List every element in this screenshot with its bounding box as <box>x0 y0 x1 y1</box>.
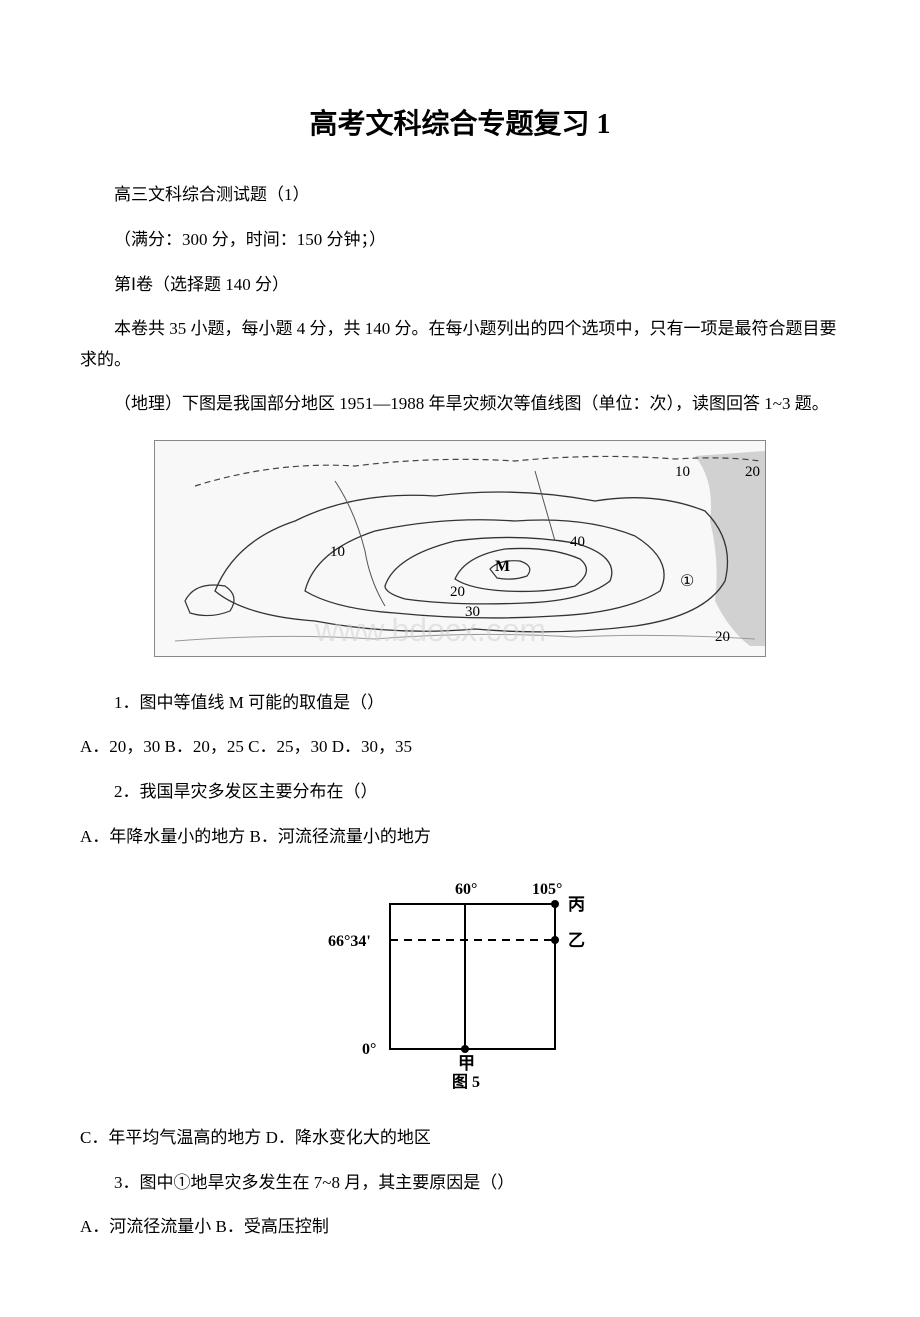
question-2: 2．我国旱灾多发区主要分布在（） <box>80 777 840 808</box>
contour-label-20b: 20 <box>450 584 465 600</box>
coordinate-diagram: 60° 105° 66°34' 0° 丙 乙 甲 图 5 <box>320 872 600 1092</box>
contour-label-10: 10 <box>675 464 690 480</box>
label-lon-60: 60° <box>455 881 477 898</box>
contour-label-m: M <box>495 558 510 575</box>
label-bing: 丙 <box>568 895 585 914</box>
page-title: 高考文科综合专题复习 1 <box>80 100 840 150</box>
paragraph-instructions: 本卷共 35 小题，每小题 4 分，共 140 分。在每小题列出的四个选项中，只… <box>80 314 840 375</box>
map-figure: 10 20 10 20 30 40 M ① 20 www.bdocx.com <box>80 440 840 668</box>
label-lat-66: 66°34' <box>328 933 371 950</box>
contour-label-20c: 20 <box>715 629 730 645</box>
contour-label-20: 20 <box>745 464 760 480</box>
label-lat-0: 0° <box>362 1041 376 1058</box>
question-1: 1．图中等值线 M 可能的取值是（） <box>80 688 840 719</box>
question-1-options: A．20，30 B．20，25 C．25，30 D．30，35 <box>80 732 840 763</box>
watermark-text: www.bdocx.com <box>314 612 546 648</box>
question-3: 3．图中①地旱灾多发生在 7~8 月，其主要原因是（） <box>80 1168 840 1199</box>
label-lon-105: 105° <box>532 881 562 898</box>
question-3-options-ab: A．河流径流量小 B．受高压控制 <box>80 1212 840 1243</box>
question-2-options-cd: C．年平均气温高的地方 D．降水变化大的地区 <box>80 1123 840 1154</box>
question-2-options-ab: A．年降水量小的地方 B．河流径流量小的地方 <box>80 822 840 853</box>
paragraph-subtitle: 高三文科综合测试题（1） <box>80 180 840 211</box>
contour-label-40: 40 <box>570 534 585 550</box>
contour-label-10b: 10 <box>330 544 345 560</box>
diagram-caption: 图 5 <box>452 1073 480 1091</box>
label-jia: 甲 <box>458 1054 475 1073</box>
diagram-figure: 60° 105° 66°34' 0° 丙 乙 甲 图 5 <box>80 872 840 1103</box>
paragraph-section: 第Ⅰ卷（选择题 140 分） <box>80 270 840 301</box>
contour-label-marker: ① <box>680 573 694 590</box>
contour-map: 10 20 10 20 30 40 M ① 20 www.bdocx.com <box>155 441 765 656</box>
label-yi: 乙 <box>568 931 585 950</box>
paragraph-score-time: （满分：300 分，时间：150 分钟；） <box>80 225 840 256</box>
paragraph-geography-intro: （地理）下图是我国部分地区 1951—1988 年旱灾频次等值线图（单位：次），… <box>80 389 840 420</box>
